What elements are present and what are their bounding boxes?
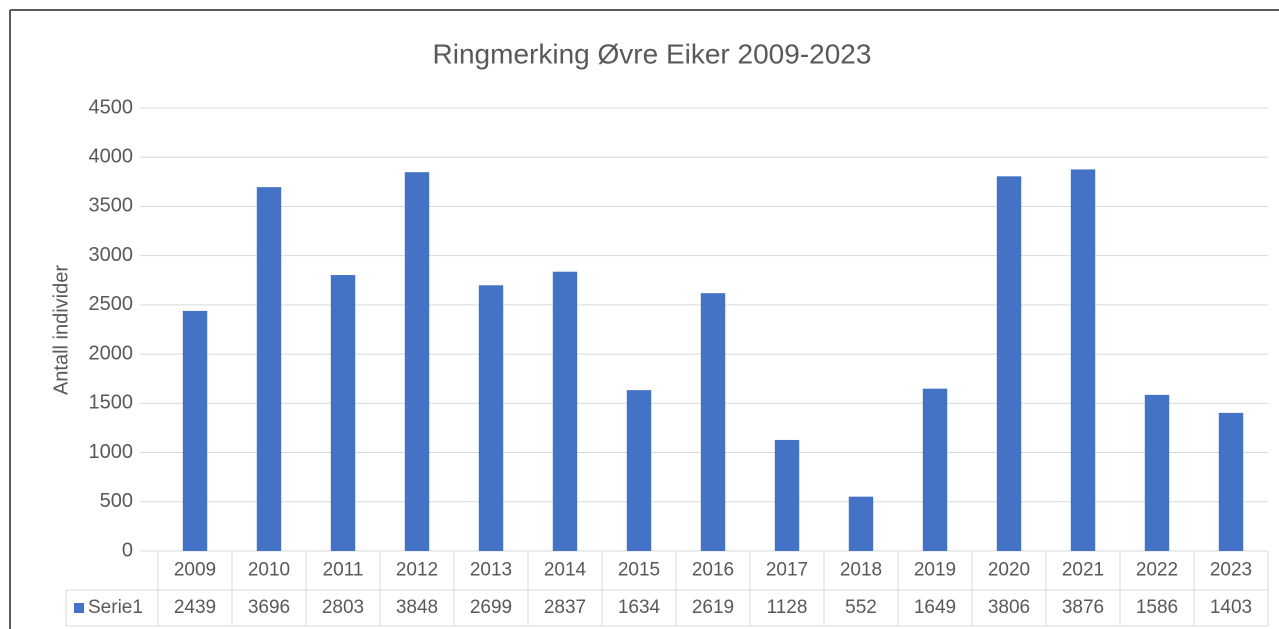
y-tick-label: 3000 [89, 244, 134, 266]
bar [774, 439, 800, 551]
table-value: 1586 [1136, 597, 1178, 618]
table-value: 2619 [692, 597, 734, 618]
bar [478, 285, 504, 551]
chart-title: Ringmerking Øvre Eiker 2009-2023 [433, 38, 872, 69]
table-value: 1649 [914, 597, 956, 618]
bar [330, 275, 356, 551]
y-tick-label: 4000 [89, 146, 134, 168]
table-value: 2803 [322, 597, 364, 618]
bar [626, 390, 652, 551]
table-value: 1403 [1210, 597, 1252, 618]
bar [1218, 412, 1244, 551]
table-value: 3806 [988, 597, 1030, 618]
x-tick-label: 2010 [248, 560, 290, 581]
table-value: 2439 [174, 597, 216, 618]
x-tick-label: 2021 [1062, 560, 1104, 581]
bar [1070, 169, 1096, 552]
x-tick-label: 2014 [544, 560, 587, 581]
legend-swatch [74, 603, 84, 613]
x-tick-label: 2022 [1136, 560, 1178, 581]
x-tick-label: 2016 [692, 560, 734, 581]
x-tick-label: 2023 [1210, 560, 1252, 581]
y-tick-label: 3500 [89, 195, 134, 217]
table-value: 552 [845, 597, 877, 618]
bar [922, 388, 948, 551]
x-tick-label: 2018 [840, 560, 882, 581]
y-tick-label: 2500 [89, 293, 134, 315]
x-tick-label: 2020 [988, 560, 1030, 581]
x-tick-label: 2019 [914, 560, 956, 581]
bar [182, 310, 208, 551]
y-tick-label: 4500 [89, 96, 134, 118]
bar [552, 271, 578, 551]
x-tick-label: 2015 [618, 560, 660, 581]
y-tick-label: 1000 [89, 441, 134, 463]
table-value: 1634 [618, 597, 661, 618]
bar [996, 176, 1022, 552]
legend-label: Serie1 [88, 597, 143, 618]
bar [256, 187, 282, 551]
y-tick-label: 500 [100, 490, 133, 512]
table-value: 3696 [248, 597, 290, 618]
y-tick-label: 2000 [89, 342, 134, 364]
y-tick-label: 0 [122, 539, 133, 561]
y-axis-label: Antall individer [50, 265, 72, 395]
table-value: 3876 [1062, 597, 1104, 618]
table-value: 2699 [470, 597, 512, 618]
table-value: 2837 [544, 597, 586, 618]
y-tick-label: 1500 [89, 392, 134, 414]
x-tick-label: 2012 [396, 560, 438, 581]
bar [1144, 394, 1170, 551]
bar [700, 293, 726, 551]
bar [848, 496, 874, 551]
x-tick-label: 2011 [323, 560, 364, 581]
table-value: 1128 [767, 597, 808, 618]
table-value: 3848 [396, 597, 438, 618]
bar [404, 172, 430, 551]
x-tick-label: 2013 [470, 560, 512, 581]
x-tick-label: 2009 [174, 560, 216, 581]
x-tick-label: 2017 [766, 560, 808, 581]
